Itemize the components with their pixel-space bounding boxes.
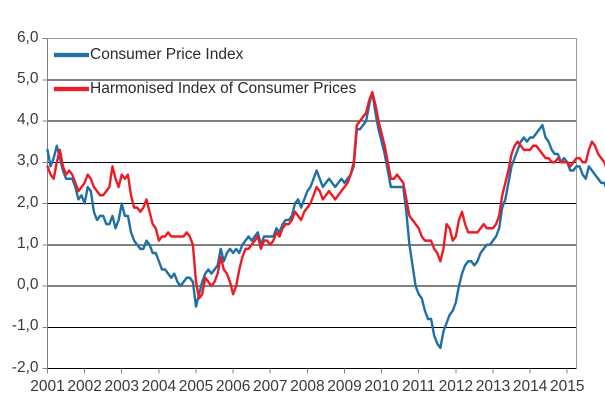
x-tick-label: 2003	[104, 377, 139, 395]
series-line-1	[46, 90, 605, 300]
y-tick-label: 0,0	[16, 276, 39, 293]
x-tick-label: 2006	[215, 377, 251, 395]
series-line-0	[46, 90, 605, 350]
x-tick-label: 2015	[549, 377, 585, 395]
legend-item-consumer-price-index: Consumer Price Index	[90, 46, 244, 63]
x-tick-label: 2014	[512, 377, 548, 395]
x-tick-label: 2010	[364, 377, 399, 395]
x-tick-label: 2012	[438, 377, 474, 395]
plot-frame	[47, 38, 577, 369]
x-tick-label: 2002	[67, 377, 102, 395]
series-lines	[46, 90, 605, 350]
y-tick-label: 3,0	[16, 152, 39, 170]
y-tick-label: 5,0	[16, 69, 39, 87]
legend-swatches	[54, 52, 89, 92]
x-tick-label: 2009	[327, 377, 362, 395]
x-tick-label: 2011	[402, 377, 436, 395]
x-tick-label: 2008	[290, 377, 325, 395]
x-tick-label: 2013	[475, 377, 511, 395]
gridlines	[47, 79, 577, 369]
legend-item-harmonised-index-of-consumer-prices: Harmonised Index of Consumer Prices	[90, 80, 357, 97]
axis-ticks	[42, 38, 568, 374]
y-tick-label: 1,0	[16, 234, 39, 252]
y-tick-label: 6,0	[16, 28, 39, 46]
x-tick-label: 2004	[141, 377, 177, 395]
y-tick-label: -2,0	[11, 358, 39, 376]
y-tick-label: -1,0	[11, 317, 39, 335]
x-tick-label: 2001	[30, 377, 65, 395]
x-tick-label: 2007	[252, 377, 288, 395]
y-tick-label: 2,0	[16, 193, 39, 211]
y-tick-label: 4,0	[16, 111, 39, 128]
x-tick-label: 2005	[178, 377, 214, 395]
